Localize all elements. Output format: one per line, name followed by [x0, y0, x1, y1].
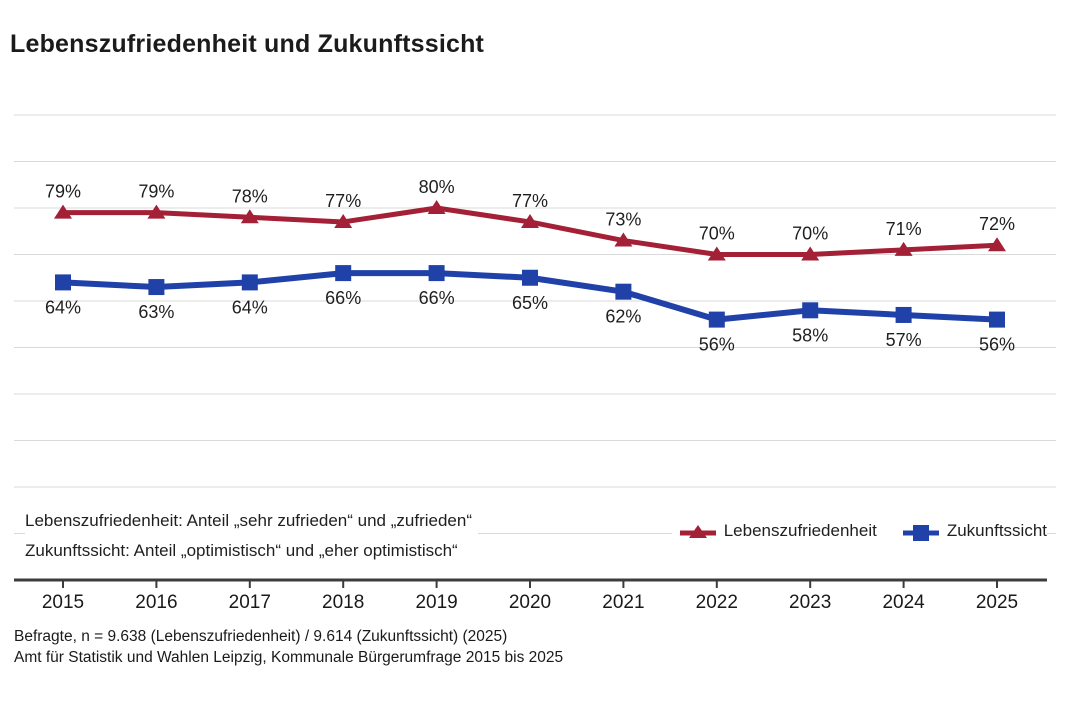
series-definitions: Lebenszufriedenheit: Anteil „sehr zufrie…: [25, 506, 478, 566]
definition-zukunftssicht: Zukunftssicht: Anteil „optimistisch“ und…: [25, 541, 458, 560]
data-label: 72%: [979, 214, 1015, 234]
data-label: 58%: [792, 325, 828, 345]
data-label: 79%: [45, 182, 81, 202]
x-tick-label: 2015: [42, 592, 84, 613]
data-label: 70%: [792, 224, 828, 244]
data-point-marker: [521, 213, 539, 228]
footer-line-source: Amt für Statistik und Wahlen Leipzig, Ko…: [14, 649, 564, 666]
data-label: 77%: [325, 191, 361, 211]
legend: Lebenszufriedenheit Zukunftssicht: [671, 519, 1047, 543]
chart-title: Lebenszufriedenheit und Zukunftssicht: [10, 30, 485, 58]
data-label: 66%: [325, 288, 361, 308]
data-label: 63%: [138, 302, 174, 322]
x-tick-label: 2022: [696, 592, 738, 613]
x-tick-label: 2017: [229, 592, 271, 613]
data-point-marker: [989, 311, 1005, 328]
x-tick-label: 2025: [976, 592, 1018, 613]
data-point-marker: [895, 306, 912, 323]
data-label: 62%: [605, 307, 641, 327]
data-point-marker: [894, 241, 913, 256]
data-label: 79%: [138, 182, 174, 202]
square-marker-icon: [902, 524, 939, 541]
data-point-marker: [148, 279, 165, 296]
data-label: 70%: [699, 224, 735, 244]
data-point-marker: [801, 246, 820, 261]
data-label: 66%: [419, 288, 455, 308]
data-point-marker: [147, 204, 166, 219]
data-label: 73%: [605, 210, 641, 230]
data-point-marker: [240, 209, 259, 224]
definition-lebenszufriedenheit: Lebenszufriedenheit: Anteil „sehr zufrie…: [25, 511, 472, 530]
data-label: 64%: [45, 297, 81, 317]
data-point-marker: [335, 265, 352, 282]
legend-item-zukunftssicht: Zukunftssicht: [902, 521, 1047, 541]
data-point-marker: [522, 269, 538, 286]
data-label: 56%: [979, 335, 1015, 355]
data-point-marker: [707, 246, 726, 261]
x-tick-label: 2023: [789, 592, 831, 613]
data-point-marker: [55, 274, 71, 291]
data-point-marker: [988, 237, 1006, 252]
data-label: 57%: [886, 330, 922, 350]
data-point-marker: [54, 204, 72, 219]
data-point-marker: [427, 200, 446, 214]
legend-label: Zukunftssicht: [946, 521, 1047, 540]
data-point-marker: [334, 213, 353, 228]
x-tick-label: 2021: [602, 592, 644, 613]
data-point-marker: [802, 302, 819, 319]
data-point-marker: [708, 311, 725, 328]
data-label: 80%: [419, 177, 455, 197]
data-label: 78%: [232, 186, 268, 206]
data-label: 65%: [512, 293, 548, 313]
triangle-marker-icon: [679, 524, 716, 538]
data-label: 64%: [232, 297, 268, 317]
data-point-marker: [614, 232, 633, 247]
source-note: Befragte, n = 9.638 (Lebenszufriedenheit…: [14, 626, 563, 668]
data-label: 71%: [886, 219, 922, 239]
x-tick-label: 2020: [509, 592, 551, 613]
legend-item-lebenszufriedenheit: Lebenszufriedenheit: [679, 521, 877, 541]
legend-label: Lebenszufriedenheit: [723, 521, 877, 540]
data-label: 56%: [699, 335, 735, 355]
x-tick-label: 2018: [322, 592, 364, 613]
footer-line-respondents: Befragte, n = 9.638 (Lebenszufriedenheit…: [14, 628, 508, 645]
data-label: 77%: [512, 191, 548, 211]
x-tick-label: 2024: [882, 592, 925, 613]
data-point-marker: [615, 283, 632, 300]
data-point-marker: [428, 265, 445, 282]
x-tick-label: 2016: [135, 592, 177, 613]
x-tick-label: 2019: [415, 592, 457, 613]
data-point-marker: [241, 274, 258, 291]
